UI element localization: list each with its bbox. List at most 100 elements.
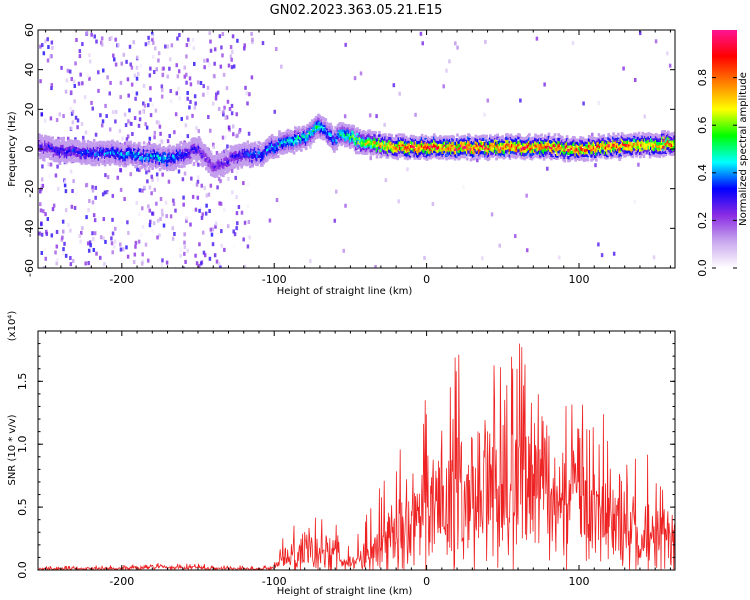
snr-frame: [37, 330, 676, 571]
spectrogram-ridge-cell: [613, 154, 617, 158]
spectrogram-cell: [39, 44, 42, 49]
spectrogram-ridge-cell: [339, 141, 342, 145]
spectrogram-cell: [222, 112, 225, 117]
spectrogram-cell: [141, 188, 144, 193]
spectrogram-ridge-cell: [50, 157, 53, 161]
spectrogram-ridge-cell: [657, 137, 660, 141]
spectrogram-cell: [198, 208, 201, 213]
spectrogram-ridge-cell: [610, 155, 614, 159]
spectrogram-cell: [123, 141, 127, 146]
spectrogram-ridge-cell: [546, 154, 549, 158]
spectrogram-cell: [148, 185, 152, 190]
spectrogram-cell: [158, 124, 162, 129]
spectrogram-ridge-cell: [407, 142, 410, 146]
spectrogram-cell: [46, 37, 49, 42]
spectrogram-ridge-cell: [326, 125, 330, 129]
spectrogram-cell: [154, 108, 158, 113]
spectrogram-ridge-cell: [237, 161, 241, 165]
spectrogram-cell: [171, 236, 175, 241]
spectrogram-ridge-cell: [339, 122, 342, 126]
spectrogram-ridge-cell: [53, 159, 57, 163]
spectrogram-cell: [177, 169, 181, 174]
spectrogram-ridge-cell: [119, 147, 123, 151]
spectrogram-cell: [77, 81, 81, 86]
spectrogram-cell: [175, 91, 179, 96]
spectrogram-cell: [155, 172, 159, 177]
spectrogram-cell: [114, 37, 117, 42]
spectrogram-cell: [123, 112, 127, 117]
spectrogram-cell: [236, 133, 239, 138]
spectrogram-ridge-cell: [267, 156, 270, 160]
spectrogram-ridge-cell: [250, 148, 253, 152]
spectrogram-ridge-cell: [137, 141, 141, 145]
spectrogram-cell: [151, 228, 154, 233]
spectrogram-cell: [202, 92, 205, 97]
spectrogram-ridge-cell: [51, 151, 55, 155]
spectrogram-ridge-cell: [240, 165, 243, 169]
spectrogram-cell: [133, 116, 137, 121]
spectrogram-ridge-cell: [103, 155, 107, 160]
spectrogram-ridge-cell: [161, 154, 164, 159]
spectrogram-cell: [165, 214, 168, 219]
spectrogram-cell: [131, 131, 134, 136]
spectrogram-ridge-cell: [624, 145, 628, 149]
spectrogram-ridge-cell: [259, 152, 263, 156]
spectrogram-ridge-cell: [354, 151, 358, 155]
spectrogram-cell: [197, 263, 201, 268]
spectrogram-ridge-cell: [395, 155, 398, 159]
spectrogram-ridge-cell: [485, 148, 489, 152]
spectrogram-cell: [220, 45, 223, 50]
spectrogram-cell: [201, 230, 205, 235]
spectrogram-cell: [145, 125, 149, 130]
spectrogram-cell: [110, 236, 113, 241]
spectrogram-cell: [196, 195, 200, 200]
spectrogram-cell: [60, 65, 63, 70]
spectrogram-cell: [137, 239, 141, 244]
spectrogram-ridge-cell: [615, 134, 619, 138]
spectrogram-cell: [65, 78, 69, 83]
spectrogram-ridge-cell: [365, 139, 369, 143]
spectrogram-ridge-cell: [453, 145, 457, 149]
spectrogram-cell: [39, 189, 42, 194]
spectrogram-ridge-cell: [179, 155, 183, 159]
spectrogram-cell: [199, 80, 203, 85]
spectrogram-cell: [135, 76, 139, 81]
spectrogram-cell: [138, 110, 142, 115]
spectrogram-cell: [170, 43, 174, 48]
spectrogram-cell: [125, 245, 128, 250]
spectrogram-ridge-cell: [78, 153, 81, 158]
spectrogram-ridge-cell: [673, 141, 675, 146]
spectrogram-cell: [108, 36, 112, 41]
spectrogram-cell: [141, 224, 145, 229]
spectrogram-cell: [208, 31, 211, 36]
spectrogram-ridge-cell: [614, 136, 618, 141]
spectrogram-ridge-cell: [212, 158, 215, 162]
spectrogram-ridge-cell: [223, 171, 226, 175]
spectrogram-ridge-cell: [556, 154, 559, 158]
spectrogram-ridge-cell: [424, 136, 428, 141]
spectrogram-cell: [88, 76, 91, 81]
spectrogram-ridge-cell: [250, 157, 253, 161]
spectrogram-cell: [90, 32, 93, 37]
spectrogram-cell: [228, 107, 232, 112]
spectrogram-cell: [157, 58, 160, 63]
spectrogram-ridge-cell: [334, 126, 337, 130]
spectrogram-cell: [421, 41, 425, 46]
spectrogram-ridge-cell: [550, 157, 553, 161]
spectrogram-cell: [136, 71, 140, 76]
spectrogram-ridge-cell: [183, 164, 186, 168]
spectrogram-ridge-cell: [229, 145, 233, 149]
y-tick-label: 20: [23, 102, 36, 116]
spectrogram-ridge-cell: [320, 134, 324, 138]
spectrogram-cell: [211, 101, 215, 106]
spectrogram-cell: [46, 217, 50, 222]
spectrogram-cell: [89, 243, 92, 248]
spectrogram-cell: [44, 256, 47, 261]
spectrogram-ridge-cell: [83, 146, 86, 150]
snr-y-multiplier: (x10⁴): [7, 311, 18, 342]
spectrogram-cell: [69, 228, 72, 233]
spectrogram-cell: [123, 197, 126, 202]
spectrogram-cell: [64, 208, 68, 213]
spectrogram-ridge-cell: [47, 135, 51, 139]
spectrogram-cell: [188, 76, 192, 81]
